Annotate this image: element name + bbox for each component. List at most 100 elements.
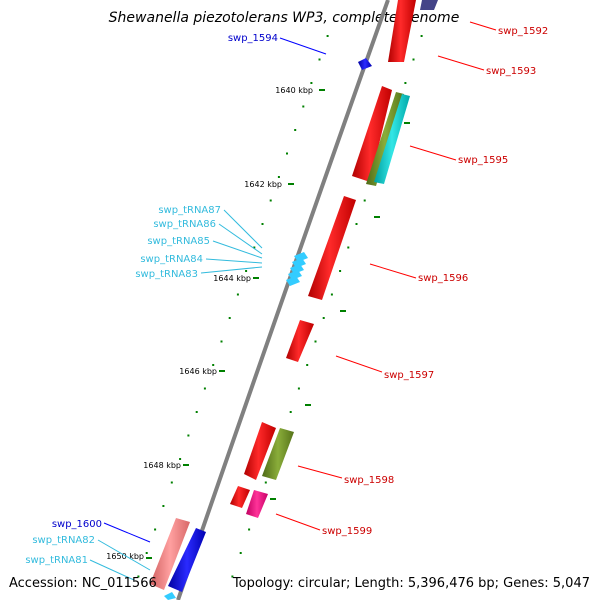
track-dot bbox=[264, 481, 267, 484]
label-text[interactable]: swp_1593 bbox=[486, 66, 536, 77]
trna-85-mark[interactable] bbox=[290, 264, 304, 274]
label-text[interactable]: swp_tRNA86 bbox=[153, 219, 216, 230]
label-text[interactable]: swp_tRNA87 bbox=[158, 205, 221, 216]
label-text[interactable]: swp_1594 bbox=[228, 33, 278, 44]
tick-label: 1648 kbp bbox=[143, 461, 181, 470]
cds-olive-1598[interactable] bbox=[262, 428, 294, 480]
track-dot bbox=[170, 481, 173, 484]
track-dot bbox=[420, 35, 423, 37]
cds-magenta-1599[interactable] bbox=[246, 490, 268, 518]
cds-olive-1595[interactable] bbox=[366, 92, 404, 186]
tick-1650: 1650 kbp bbox=[106, 552, 152, 561]
cds-swp-1598[interactable] bbox=[244, 422, 276, 480]
cds-swp-1600[interactable] bbox=[168, 528, 206, 592]
tick-label: 1642 kbp bbox=[244, 180, 282, 189]
cds-pink-1600[interactable] bbox=[150, 518, 190, 590]
label-trna81: swp_tRNA81 bbox=[25, 555, 135, 581]
tick-label: 1644 kbp bbox=[213, 274, 251, 283]
cds-swp-1596[interactable] bbox=[308, 196, 356, 300]
leader-line bbox=[275, 513, 321, 531]
track-dot bbox=[330, 293, 333, 296]
track-dot bbox=[245, 270, 248, 272]
label-text[interactable]: swp_1595 bbox=[458, 155, 508, 166]
accession-text: Accession: NC_011566 bbox=[9, 576, 157, 591]
track-dot bbox=[412, 58, 415, 61]
label-text[interactable]: swp_tRNA81 bbox=[25, 555, 88, 566]
label-text[interactable]: swp_tRNA82 bbox=[32, 535, 95, 546]
track-dot bbox=[297, 387, 300, 390]
cds-swp-1597[interactable] bbox=[286, 320, 314, 362]
label-swp-1592: swp_1592 bbox=[469, 21, 548, 37]
label-swp-1598: swp_1598 bbox=[297, 465, 394, 486]
track-dot bbox=[195, 411, 198, 413]
trna-84-mark[interactable] bbox=[288, 270, 302, 280]
label-text[interactable]: swp_1599 bbox=[322, 526, 372, 537]
track-dot bbox=[277, 176, 280, 178]
label-swp-1597: swp_1597 bbox=[335, 355, 434, 381]
track-dot bbox=[203, 387, 206, 390]
track-dot bbox=[286, 152, 288, 155]
track-dot bbox=[339, 270, 342, 272]
label-trna87: swp_tRNA87 bbox=[158, 205, 263, 249]
leader-line bbox=[212, 240, 263, 259]
cds-swp-1594[interactable] bbox=[358, 58, 372, 70]
tick-1644: 1644 kbp bbox=[213, 274, 259, 283]
label-swp-1595: swp_1595 bbox=[409, 145, 508, 166]
track-dot bbox=[253, 246, 256, 249]
label-text[interactable]: swp_tRNA85 bbox=[147, 236, 210, 247]
trna-cluster bbox=[286, 252, 308, 286]
label-text[interactable]: swp_1600 bbox=[52, 519, 102, 530]
track-dot bbox=[347, 246, 350, 249]
gc-track-inner bbox=[137, 35, 329, 578]
trna-83-mark[interactable] bbox=[286, 276, 300, 286]
leader-line bbox=[335, 355, 383, 373]
label-text[interactable]: swp_tRNA83 bbox=[135, 269, 198, 280]
track-dot bbox=[289, 411, 292, 413]
map-title: Shewanella piezotolerans WP3, complete g… bbox=[109, 10, 460, 26]
label-text[interactable]: swp_1592 bbox=[498, 26, 548, 37]
leader-line bbox=[200, 266, 263, 274]
cds-swp-1595[interactable] bbox=[352, 86, 392, 182]
cds-cyan-1595[interactable] bbox=[374, 94, 410, 184]
leader-line bbox=[409, 145, 457, 161]
label-trna82: swp_tRNA82 bbox=[32, 535, 151, 571]
track-dot bbox=[248, 528, 251, 531]
label-trna86: swp_tRNA86 bbox=[153, 219, 263, 255]
label-swp-1600: swp_1600 bbox=[52, 519, 151, 543]
track-dot bbox=[314, 340, 317, 343]
leader-line bbox=[103, 522, 151, 543]
cds-swp-1592b[interactable] bbox=[420, 0, 438, 10]
track-dot bbox=[212, 364, 215, 366]
label-text[interactable]: swp_1597 bbox=[384, 370, 434, 381]
trna-86-mark[interactable] bbox=[292, 258, 306, 268]
leader-line bbox=[297, 465, 343, 479]
track-dot bbox=[236, 293, 239, 296]
label-text[interactable]: swp_1596 bbox=[418, 273, 468, 284]
tick-1640: 1640 kbp bbox=[275, 86, 325, 95]
label-swp-1596: swp_1596 bbox=[369, 263, 468, 284]
label-trna84: swp_tRNA84 bbox=[140, 254, 263, 265]
track-dot bbox=[137, 575, 140, 578]
tick-1648: 1648 kbp bbox=[143, 461, 189, 470]
trna-81-mark[interactable] bbox=[164, 592, 176, 600]
track-dot bbox=[310, 82, 313, 84]
tick-label: 1646 kbp bbox=[179, 367, 217, 376]
track-dot bbox=[306, 364, 309, 366]
track-dot bbox=[162, 505, 165, 507]
label-swp-1593: swp_1593 bbox=[437, 55, 536, 77]
track-dot bbox=[322, 317, 325, 319]
leader-line bbox=[97, 539, 151, 571]
trna-87-mark[interactable] bbox=[294, 252, 308, 262]
label-text[interactable]: swp_1598 bbox=[344, 475, 394, 486]
track-dot bbox=[239, 552, 242, 554]
cds-swp-1599[interactable] bbox=[230, 486, 250, 508]
track-dot bbox=[294, 129, 297, 131]
leader-line bbox=[205, 258, 263, 264]
label-text[interactable]: swp_tRNA84 bbox=[140, 254, 203, 265]
summary-text: Topology: circular; Length: 5,396,476 bp… bbox=[232, 576, 590, 591]
cds-swp-1592[interactable] bbox=[388, 0, 416, 62]
tick-1642: 1642 kbp bbox=[244, 180, 294, 189]
track-dot bbox=[363, 199, 366, 202]
label-swp-1599: swp_1599 bbox=[275, 513, 372, 537]
